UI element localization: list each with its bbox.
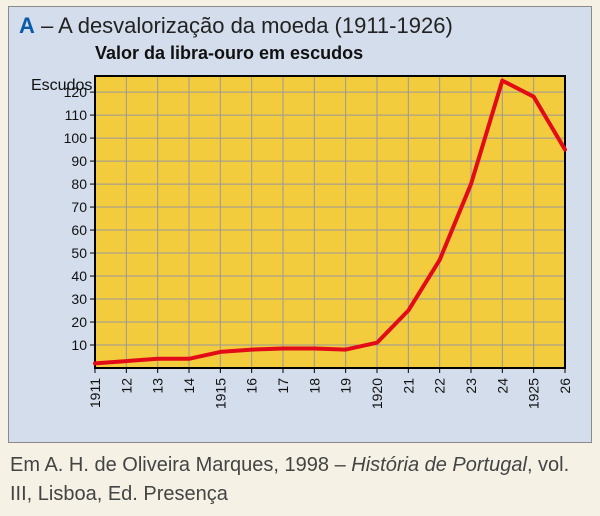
source-caption: Em A. H. de Oliveira Marques, 1998 – His… <box>8 443 592 509</box>
svg-text:16: 16 <box>244 378 260 394</box>
svg-text:1925: 1925 <box>526 378 542 409</box>
svg-text:60: 60 <box>71 222 87 238</box>
chart-title: Valor da libra-ouro em escudos <box>95 43 581 64</box>
panel-dash: – <box>35 13 58 38</box>
panel-title: A – A desvalorização da moeda (1911-1926… <box>19 13 581 39</box>
caption-prefix: Em A. H. de Oliveira Marques, 1998 – <box>10 454 351 476</box>
svg-text:70: 70 <box>71 199 87 215</box>
svg-text:22: 22 <box>432 378 448 394</box>
svg-text:26: 26 <box>557 378 573 394</box>
svg-text:13: 13 <box>150 378 166 394</box>
panel-letter: A <box>19 13 35 38</box>
svg-text:18: 18 <box>306 378 322 394</box>
svg-text:21: 21 <box>400 378 416 394</box>
svg-text:1920: 1920 <box>369 378 385 409</box>
svg-text:90: 90 <box>71 153 87 169</box>
chart-container: 102030405060708090100110120Escudos191112… <box>19 66 581 434</box>
svg-text:110: 110 <box>65 107 88 123</box>
svg-text:20: 20 <box>71 314 87 330</box>
svg-text:1911: 1911 <box>87 378 103 408</box>
svg-text:100: 100 <box>64 130 88 146</box>
panel-title-text: A desvalorização da moeda (1911-1926) <box>58 13 453 38</box>
svg-text:14: 14 <box>181 378 197 394</box>
svg-text:24: 24 <box>494 378 510 394</box>
svg-text:1915: 1915 <box>212 378 228 409</box>
svg-text:17: 17 <box>275 378 291 394</box>
svg-text:30: 30 <box>71 291 87 307</box>
svg-text:80: 80 <box>71 176 87 192</box>
svg-text:40: 40 <box>71 268 87 284</box>
svg-text:19: 19 <box>338 378 354 394</box>
svg-text:10: 10 <box>71 337 87 353</box>
line-chart: 102030405060708090100110120Escudos191112… <box>19 66 579 434</box>
svg-text:Escudos: Escudos <box>31 77 92 94</box>
chart-panel: A – A desvalorização da moeda (1911-1926… <box>8 6 592 443</box>
caption-italic: História de Portugal <box>351 454 527 476</box>
svg-text:23: 23 <box>463 378 479 394</box>
svg-text:50: 50 <box>71 245 87 261</box>
svg-text:12: 12 <box>118 378 134 394</box>
